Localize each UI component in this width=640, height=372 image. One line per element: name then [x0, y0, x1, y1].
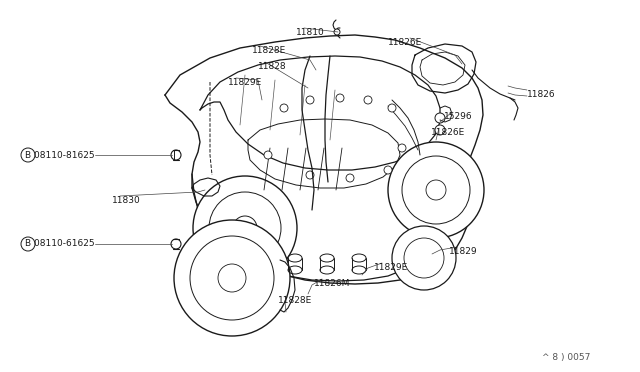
Circle shape — [346, 174, 354, 182]
Text: 11826: 11826 — [527, 90, 556, 99]
Circle shape — [280, 104, 288, 112]
Circle shape — [306, 96, 314, 104]
Circle shape — [398, 144, 406, 152]
Circle shape — [336, 94, 344, 102]
Circle shape — [264, 151, 272, 159]
Circle shape — [388, 142, 484, 238]
Text: 11828: 11828 — [258, 62, 287, 71]
Text: B 08110-61625: B 08110-61625 — [25, 240, 95, 248]
Circle shape — [209, 192, 281, 264]
Circle shape — [174, 220, 290, 336]
Circle shape — [388, 104, 396, 112]
Text: ^ 8 ) 0057: ^ 8 ) 0057 — [541, 353, 590, 362]
Circle shape — [392, 226, 456, 290]
Circle shape — [435, 113, 445, 123]
Text: 11830: 11830 — [112, 196, 141, 205]
Circle shape — [218, 264, 246, 292]
Circle shape — [435, 125, 445, 135]
Circle shape — [21, 148, 35, 162]
Circle shape — [193, 176, 297, 280]
Circle shape — [306, 171, 314, 179]
Text: 11810: 11810 — [296, 28, 324, 37]
Circle shape — [233, 216, 257, 240]
Circle shape — [171, 239, 181, 249]
Circle shape — [426, 180, 446, 200]
Text: 15296: 15296 — [444, 112, 472, 121]
Text: 11829: 11829 — [449, 247, 477, 256]
Text: B 08110-81625: B 08110-81625 — [25, 151, 95, 160]
Circle shape — [364, 96, 372, 104]
Text: 11829E: 11829E — [374, 263, 408, 272]
Circle shape — [171, 150, 181, 160]
Text: 11828E: 11828E — [278, 296, 312, 305]
Circle shape — [190, 236, 274, 320]
Circle shape — [384, 166, 392, 174]
Text: 11826E: 11826E — [431, 128, 465, 137]
Text: 11829E: 11829E — [228, 78, 262, 87]
Circle shape — [334, 29, 340, 35]
Circle shape — [404, 238, 444, 278]
Circle shape — [402, 156, 470, 224]
Text: 11826M: 11826M — [314, 279, 350, 288]
Text: 11828E: 11828E — [252, 46, 286, 55]
Text: 11826E: 11826E — [388, 38, 422, 47]
Circle shape — [21, 237, 35, 251]
